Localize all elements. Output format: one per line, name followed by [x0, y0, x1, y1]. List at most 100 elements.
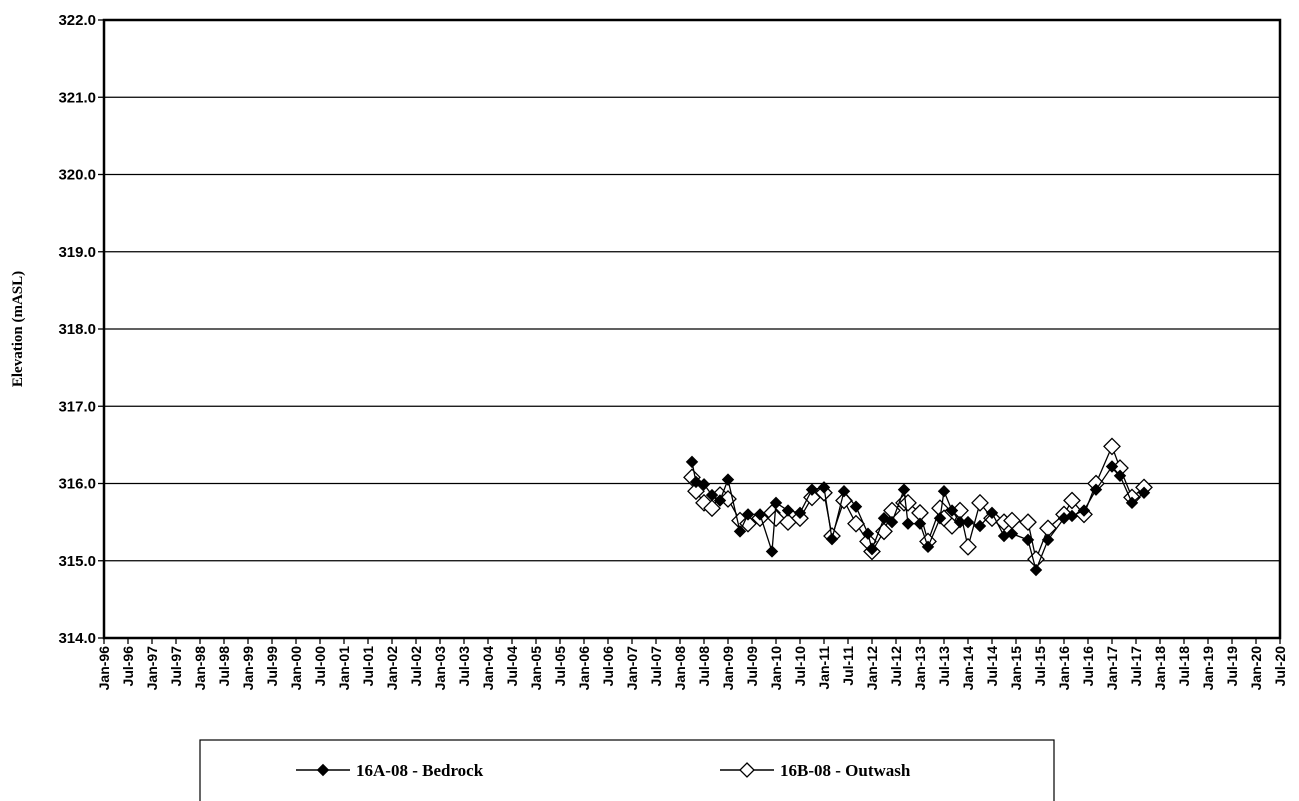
x-tick-label: Jan-12 [864, 646, 880, 691]
data-point [685, 455, 699, 469]
legend-marker [739, 762, 755, 778]
x-tick-label: Jul-05 [552, 646, 568, 687]
data-point [1005, 527, 1019, 540]
y-tick-label: 322.0 [58, 12, 96, 29]
data-point [1063, 491, 1081, 510]
x-tick-label: Jan-16 [1056, 646, 1072, 691]
data-point [753, 508, 767, 521]
x-tick-label: Jul-98 [216, 646, 232, 687]
x-tick-label: Jan-19 [1200, 646, 1216, 691]
x-tick-label: Jan-15 [1008, 646, 1024, 691]
data-point [961, 515, 975, 529]
series-outwash [683, 437, 1153, 569]
x-tick-label: Jul-03 [456, 646, 472, 687]
data-point [697, 478, 711, 491]
x-tick-label: Jan-17 [1104, 646, 1120, 691]
x-tick-label: Jan-13 [912, 646, 928, 691]
legend-marker [316, 763, 330, 777]
x-tick-label: Jul-00 [312, 646, 328, 687]
x-tick-label: Jul-20 [1272, 646, 1288, 687]
x-tick-label: Jan-11 [816, 646, 832, 690]
data-point [1105, 460, 1119, 473]
data-point [687, 482, 705, 501]
legend-entry-outwash: 16B-08 - Outwash [720, 761, 911, 780]
data-point [837, 485, 851, 498]
data-point [971, 493, 989, 512]
x-tick-label: Jan-99 [240, 646, 256, 691]
y-tick-label: 320.0 [58, 167, 96, 184]
data-point [805, 483, 819, 496]
x-tick-label: Jan-96 [96, 646, 112, 691]
x-tick-label: Jul-01 [360, 646, 376, 687]
x-tick-label: Jul-10 [792, 646, 808, 687]
x-tick-label: Jan-03 [432, 646, 448, 691]
data-point [937, 485, 951, 498]
x-tick-label: Jan-98 [192, 646, 208, 691]
legend: 16A-08 - Bedrock 16B-08 - Outwash [199, 739, 1055, 801]
x-tick-label: Jul-97 [168, 646, 184, 687]
data-point [1125, 496, 1139, 510]
y-tick-label: 315.0 [58, 553, 96, 570]
x-tick-label: Jan-06 [576, 646, 592, 691]
data-point [1041, 533, 1055, 547]
data-point [861, 527, 875, 540]
data-point [1029, 563, 1043, 577]
y-axis-label: Elevation (mASL) [10, 271, 26, 387]
x-tick-label: Jan-02 [384, 646, 400, 691]
y-tick-label: 319.0 [58, 244, 96, 261]
data-point [769, 496, 783, 510]
x-tick-label: Jan-20 [1248, 646, 1264, 691]
x-tick-label: Jan-18 [1152, 646, 1168, 691]
data-point [1137, 486, 1151, 499]
data-point [973, 519, 987, 533]
data-point [885, 515, 899, 529]
x-tick-label: Jul-99 [264, 646, 280, 687]
x-tick-label: Jan-00 [288, 646, 304, 691]
y-tick-label: 318.0 [58, 321, 96, 338]
data-point [705, 488, 719, 502]
x-tick-label: Jan-07 [624, 646, 640, 691]
x-tick-label: Jul-14 [984, 646, 1000, 687]
x-tick-label: Jan-04 [480, 646, 496, 691]
grid-lines [104, 96, 1280, 562]
data-point [933, 512, 947, 525]
data-point [1103, 437, 1121, 456]
data-point [1113, 469, 1127, 482]
x-tick-label: Jul-12 [888, 646, 904, 687]
data-point [959, 537, 977, 556]
data-point [1077, 504, 1091, 517]
x-tick-label: Jul-15 [1032, 646, 1048, 687]
x-tick-label: Jul-07 [648, 646, 664, 687]
data-point [899, 493, 917, 512]
data-point [781, 504, 795, 517]
legend-entry-bedrock: 16A-08 - Bedrock [296, 761, 484, 780]
data-point [733, 525, 747, 538]
data-point [847, 514, 865, 533]
x-tick-label: Jul-06 [600, 646, 616, 687]
x-tick-label: Jul-19 [1224, 646, 1240, 687]
data-point [913, 517, 927, 530]
x-tick-label: Jul-17 [1128, 646, 1144, 687]
x-tick-label: Jul-02 [408, 646, 424, 687]
x-tick-label: Jul-13 [936, 646, 952, 687]
data-point [945, 504, 959, 517]
data-point [1065, 509, 1079, 523]
data-point [825, 532, 839, 546]
x-tick-label: Jan-08 [672, 646, 688, 691]
y-tick-label: 321.0 [58, 89, 96, 106]
data-point [877, 512, 891, 525]
data-point [765, 545, 779, 558]
x-tick-label: Jul-16 [1080, 646, 1096, 687]
data-point [901, 517, 915, 530]
data-point [817, 481, 831, 494]
x-tick-label: Jan-05 [528, 646, 544, 691]
data-point [1019, 513, 1037, 532]
data-point [897, 483, 911, 496]
data-point [713, 494, 727, 507]
series-layer [683, 437, 1153, 577]
data-point [921, 540, 935, 554]
data-point [985, 506, 999, 520]
legend-label: 16A-08 - Bedrock [356, 761, 484, 780]
y-tick-label: 317.0 [58, 398, 96, 415]
